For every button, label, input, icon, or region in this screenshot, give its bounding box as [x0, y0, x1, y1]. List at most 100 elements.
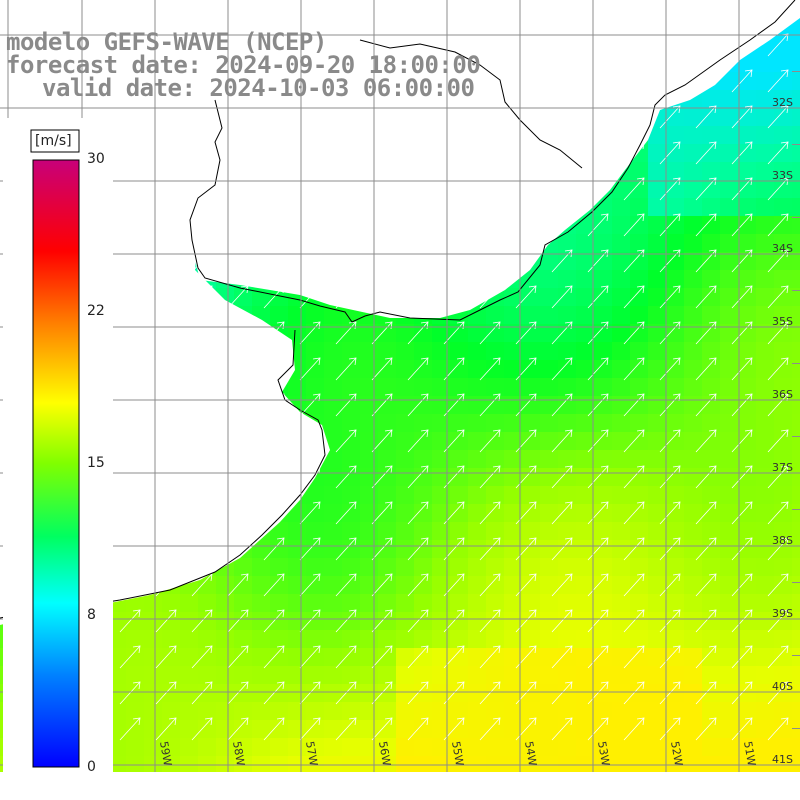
wind-cell [666, 558, 685, 577]
wind-cell [558, 630, 577, 649]
wind-cell [702, 378, 721, 397]
wind-cell [792, 666, 800, 685]
wind-cell [756, 630, 775, 649]
wind-cell [792, 432, 800, 451]
wind-cell [684, 378, 703, 397]
wind-cell [792, 450, 800, 469]
wind-cell [288, 666, 307, 685]
wind-cell [540, 594, 559, 613]
wind-cell [270, 666, 289, 685]
wind-cell [792, 504, 800, 523]
wind-cell [486, 666, 505, 685]
wind-cell [252, 738, 271, 757]
wind-cell [432, 666, 451, 685]
wind-cell [414, 522, 433, 541]
wind-cell [450, 414, 469, 433]
wind-cell [522, 378, 541, 397]
wind-cell [162, 594, 181, 613]
wind-cell [540, 558, 559, 577]
wind-cell [396, 738, 415, 757]
wind-cell [450, 486, 469, 505]
wind-cell [558, 342, 577, 361]
wind-cell [792, 738, 800, 757]
wind-cell [792, 396, 800, 415]
wind-cell [270, 594, 289, 613]
wind-cell [594, 234, 613, 253]
wind-cell [522, 594, 541, 613]
wind-cell [558, 666, 577, 685]
wind-cell [342, 486, 361, 505]
wind-cell [612, 450, 631, 469]
wind-cell [378, 558, 397, 577]
wind-cell [702, 738, 721, 757]
wind-cell [702, 234, 721, 253]
wind-cell [756, 270, 775, 289]
wind-cell [558, 306, 577, 325]
wind-cell [684, 126, 703, 145]
wind-cell [576, 378, 595, 397]
wind-cell [198, 702, 217, 721]
wind-cell [234, 702, 253, 721]
wind-cell [360, 666, 379, 685]
wind-cell [666, 630, 685, 649]
wind-cell [720, 162, 739, 181]
wind-cell [576, 450, 595, 469]
wind-cell [774, 486, 793, 505]
wind-cell [630, 558, 649, 577]
wind-cell [324, 630, 343, 649]
wind-cell [576, 306, 595, 325]
wind-cell [684, 414, 703, 433]
wind-cell [630, 630, 649, 649]
wind-cell [468, 594, 487, 613]
wind-cell [558, 702, 577, 721]
wind-cell [612, 522, 631, 541]
wind-cell [666, 342, 685, 361]
wind-cell [702, 414, 721, 433]
wind-cell [666, 702, 685, 721]
wind-cell [216, 630, 235, 649]
wind-cell [774, 54, 793, 73]
wind-cell [792, 612, 800, 631]
wind-cell [540, 270, 559, 289]
wind-cell [414, 450, 433, 469]
wind-cell [648, 522, 667, 541]
wind-cell [252, 558, 271, 577]
wind-cell [720, 270, 739, 289]
wind-cell [792, 468, 800, 487]
wind-cell [234, 630, 253, 649]
wind-cell [648, 378, 667, 397]
wind-cell [720, 558, 739, 577]
wind-cell [666, 486, 685, 505]
wind-cell [396, 666, 415, 685]
wind-cell [630, 378, 649, 397]
wind-cell [702, 306, 721, 325]
wind-cell [702, 486, 721, 505]
wind-cell [306, 630, 325, 649]
wind-cell [666, 234, 685, 253]
wind-cell [666, 198, 685, 217]
wind-cell [684, 342, 703, 361]
wind-cell [414, 414, 433, 433]
wind-cell [432, 594, 451, 613]
wind-cell [468, 342, 487, 361]
wind-cell [144, 594, 163, 613]
wind-cell [774, 198, 793, 217]
wind-cell [522, 666, 541, 685]
wind-cell [738, 198, 757, 217]
wind-cell [540, 702, 559, 721]
wind-cell [648, 342, 667, 361]
wind-cell [612, 234, 631, 253]
wind-cell [684, 594, 703, 613]
wind-cell [792, 684, 800, 703]
wind-cell [540, 414, 559, 433]
wind-cell [306, 702, 325, 721]
wind-cell [666, 306, 685, 325]
wind-cell [396, 702, 415, 721]
wind-cell [792, 180, 800, 199]
valid-date: valid date: 2024-10-03 06:00:00 [42, 76, 474, 100]
wind-cell [396, 378, 415, 397]
wind-cell [684, 522, 703, 541]
wind-cell [702, 558, 721, 577]
wind-cell [378, 666, 397, 685]
wind-cell [702, 126, 721, 145]
